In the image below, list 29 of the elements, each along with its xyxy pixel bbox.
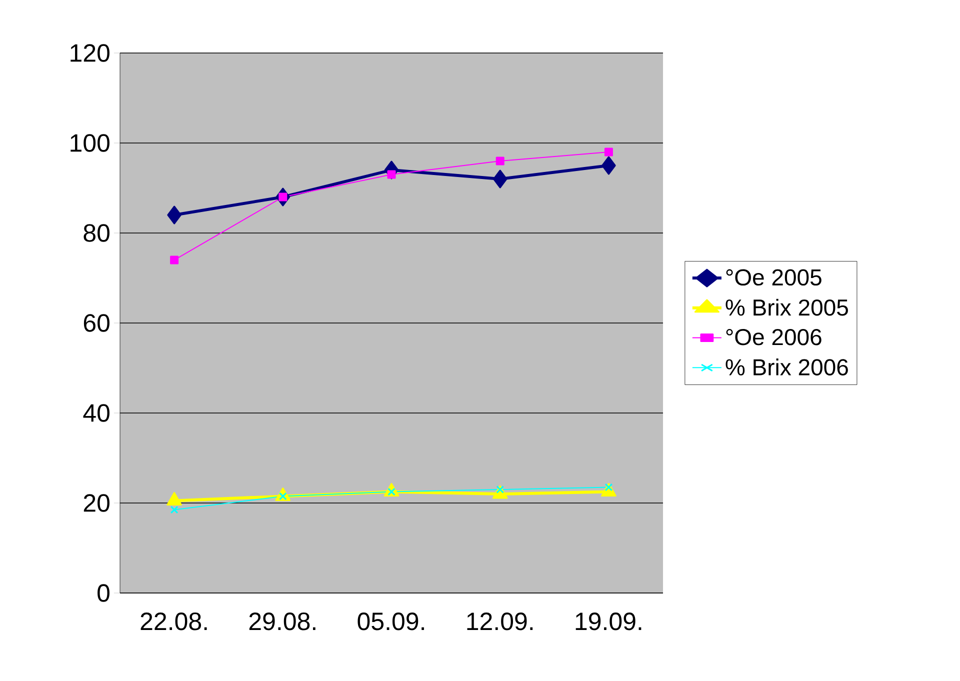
point bbox=[496, 156, 504, 166]
y-tick-label: 40 bbox=[83, 404, 110, 422]
y-tick-label: 120 bbox=[70, 44, 110, 62]
point bbox=[388, 488, 396, 496]
y-tick-label: 60 bbox=[84, 314, 110, 332]
legend-label: % Brix 2005 bbox=[726, 298, 848, 316]
x-tick-label: 19.09. bbox=[576, 612, 642, 630]
y-tick-label: 20 bbox=[84, 494, 110, 512]
legend-label: % Brix 2006 bbox=[726, 358, 848, 376]
point bbox=[604, 483, 613, 492]
y-tick-label: 100 bbox=[70, 134, 110, 152]
point bbox=[387, 170, 396, 179]
point bbox=[167, 206, 182, 224]
legend-label: °Oe 2005 bbox=[726, 269, 822, 286]
x-tick-label: 05.09. bbox=[358, 612, 424, 630]
x-tick-label: 12.09. bbox=[467, 612, 533, 630]
x-tick-label: 29.08. bbox=[249, 612, 316, 630]
point bbox=[602, 156, 616, 175]
point bbox=[170, 256, 179, 264]
point bbox=[492, 170, 508, 188]
y-tick-label: 80 bbox=[84, 224, 110, 242]
point bbox=[278, 492, 287, 500]
point bbox=[496, 486, 504, 494]
point bbox=[170, 506, 178, 514]
x-tick-label: 22.08. bbox=[140, 612, 207, 630]
point bbox=[604, 148, 613, 156]
point bbox=[278, 192, 288, 202]
legend-label: °Oe 2006 bbox=[726, 329, 822, 346]
y-tick-label: 0 bbox=[98, 584, 110, 602]
